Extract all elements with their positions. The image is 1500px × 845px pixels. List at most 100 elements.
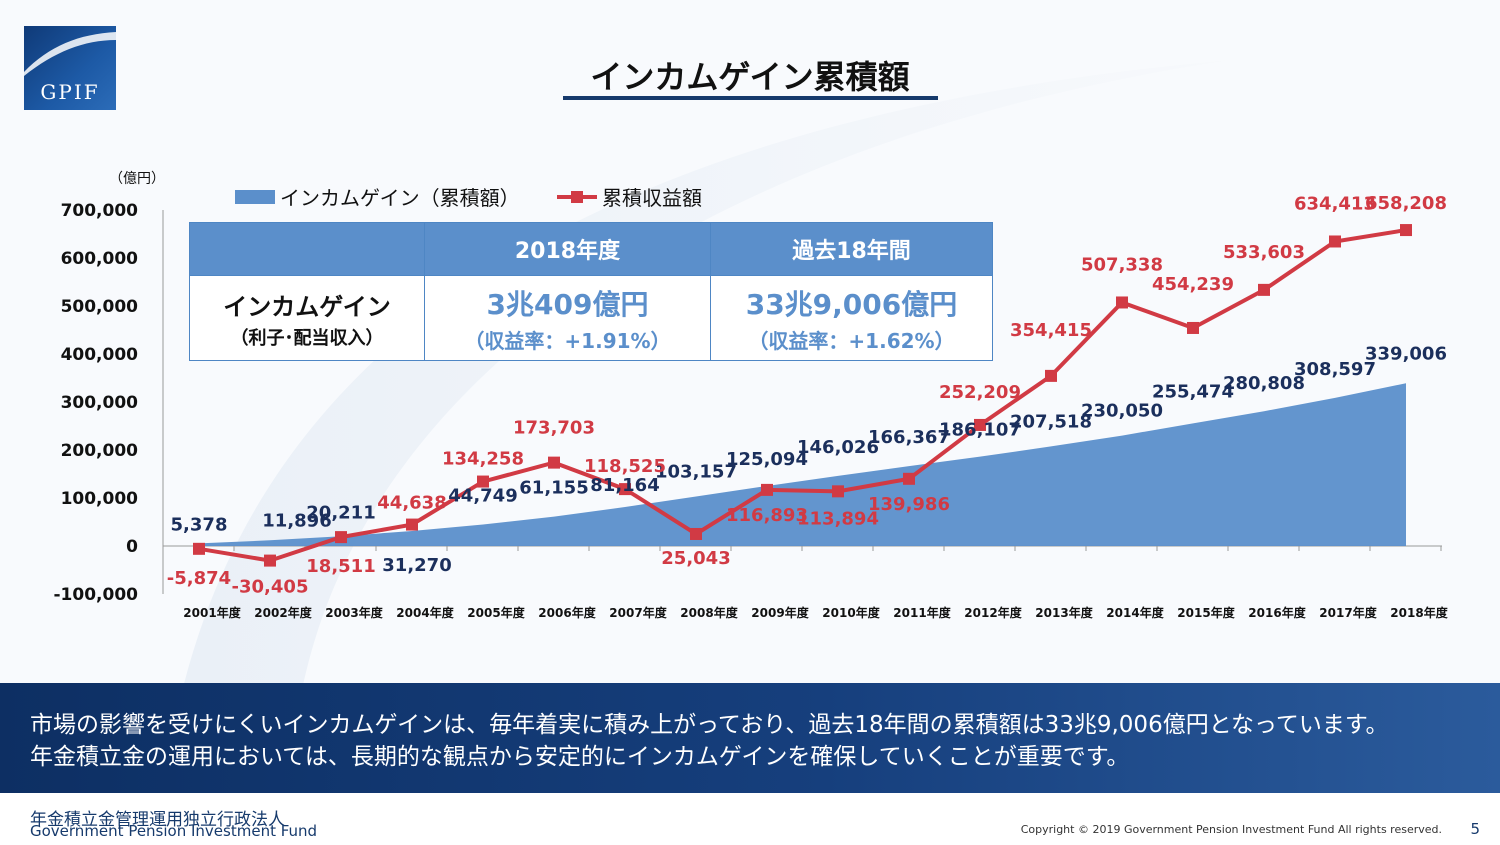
cumulative-return-data-label: 173,703: [513, 418, 595, 439]
income-gain-data-label: 31,270: [382, 555, 451, 576]
cumulative-return-data-label: 634,413: [1294, 193, 1376, 214]
y-tick-label: 500,000: [61, 297, 139, 317]
cumulative-return-data-label: 116,893: [726, 505, 808, 526]
income-gain-data-label: 146,026: [797, 437, 879, 458]
income-gain-data-label: 280,808: [1223, 373, 1305, 394]
cumulative-return-marker: [477, 475, 489, 488]
cumulative-return-data-label: 354,415: [1010, 320, 1092, 341]
y-axis-unit-label: （億円）: [109, 171, 165, 187]
cumulative-return-data-label: -5,874: [167, 568, 231, 589]
y-tick-label: -100,000: [54, 585, 139, 605]
gpif-logo: GPIF: [24, 26, 116, 110]
cumulative-return-marker: [832, 485, 844, 498]
x-tick-label: 2018年度: [1390, 605, 1448, 620]
x-tick-label: 2003年度: [325, 605, 383, 620]
cumulative-return-data-label: 113,894: [797, 508, 879, 529]
x-tick-label: 2009年度: [751, 605, 809, 620]
cumulative-return-marker: [1400, 224, 1412, 237]
legend-area-swatch: [235, 190, 275, 204]
cumulative-return-data-label: 533,603: [1223, 242, 1305, 263]
table-row: インカムゲイン （利子･配当収入） 3兆409億円 （収益率：+1.91%） 3…: [189, 275, 993, 361]
banner-line-2: 年金積立金の運用においては、長期的な観点から安定的にインカムゲインを確保していく…: [30, 744, 1130, 770]
cumulative-return-marker: [193, 542, 205, 555]
value-18years-amount: 33兆9,006億円: [745, 287, 958, 321]
cumulative-return-data-label: 25,043: [661, 548, 730, 569]
cumulative-return-data-label: 507,338: [1081, 254, 1163, 275]
cumulative-return-marker: [690, 527, 702, 540]
income-gain-area-series: [199, 383, 1406, 546]
income-gain-data-label: 5,378: [171, 514, 228, 535]
cumulative-return-data-label: 139,986: [868, 494, 950, 515]
x-tick-label: 2005年度: [467, 605, 525, 620]
page-number: 5: [1470, 820, 1480, 838]
cumulative-return-data-label: 454,239: [1152, 274, 1234, 295]
income-gain-data-label: 44,749: [448, 486, 517, 507]
row-label-main: インカムゲイン: [223, 292, 391, 321]
x-tick-label: 2013年度: [1035, 605, 1093, 620]
cumulative-return-data-label: -30,405: [232, 577, 309, 598]
organization-name-ja: 年金積立金管理運用独立行政法人: [30, 810, 285, 830]
income-gain-data-label: 186,107: [939, 420, 1021, 441]
cumulative-return-data-label: 252,209: [939, 382, 1021, 403]
cumulative-return-marker: [406, 518, 418, 531]
y-tick-label: 400,000: [61, 345, 139, 365]
table-header-row: 2018年度 過去18年間: [189, 222, 993, 276]
x-tick-label: 2012年度: [964, 605, 1022, 620]
legend-line-label: 累積収益額: [602, 186, 702, 210]
cumulative-return-marker: [761, 483, 773, 496]
income-gain-summary-table: 2018年度 過去18年間 インカムゲイン （利子･配当収入） 3兆409億円 …: [189, 222, 993, 361]
income-gain-data-label: 20,211: [306, 502, 375, 523]
legend-line-marker: [571, 191, 583, 203]
page-title: インカムゲイン累積額: [590, 58, 910, 96]
title-underline: [563, 96, 938, 100]
cumulative-return-marker: [903, 472, 915, 485]
message-banner: 市場の影響を受けにくいインカムゲインは、毎年着実に積み上がっており、過去18年間…: [0, 683, 1500, 793]
income-gain-data-label: 308,597: [1294, 359, 1376, 380]
cumulative-return-marker: [1187, 321, 1199, 334]
value-2018-rate: （収益率：+1.91%）: [464, 328, 671, 353]
x-tick-label: 2008年度: [680, 605, 738, 620]
value-2018-amount: 3兆409億円: [486, 287, 649, 321]
cumulative-return-marker: [1045, 369, 1057, 382]
row-label-sub: （利子･配当収入）: [230, 327, 384, 349]
banner-line-1: 市場の影響を受けにくいインカムゲインは、毎年着実に積み上がっており、過去18年間…: [30, 712, 1389, 738]
x-tick-label: 2014年度: [1106, 605, 1164, 620]
organization-name-en: Government Pension Investment Fund: [30, 822, 318, 840]
income-gain-data-label: 11,896: [262, 510, 331, 531]
cumulative-return-marker: [548, 456, 560, 469]
legend-area-label: インカムゲイン（累積額）: [280, 186, 520, 210]
cumulative-return-data-label: 44,638: [377, 493, 446, 514]
table-row-label: インカムゲイン （利子･配当収入）: [189, 275, 425, 361]
x-tick-label: 2002年度: [254, 605, 312, 620]
income-gain-data-label: 230,050: [1081, 401, 1163, 422]
income-gain-data-label: 103,157: [655, 461, 737, 482]
income-gain-data-label: 166,367: [868, 427, 950, 448]
income-gain-data-label: 125,094: [726, 449, 808, 470]
x-tick-label: 2016年度: [1248, 605, 1306, 620]
y-tick-label: 100,000: [61, 489, 139, 509]
x-tick-label: 2001年度: [183, 605, 241, 620]
copyright-text: Copyright © 2019 Government Pension Inve…: [1020, 823, 1442, 836]
x-tick-label: 2015年度: [1177, 605, 1235, 620]
y-tick-label: 200,000: [61, 441, 139, 461]
y-tick-label: 600,000: [61, 249, 139, 269]
cumulative-return-marker: [1329, 235, 1341, 248]
logo-text: GPIF: [40, 80, 100, 104]
table-header-2018: 2018年度: [424, 222, 711, 276]
x-tick-label: 2017年度: [1319, 605, 1377, 620]
cumulative-return-marker: [1258, 283, 1270, 296]
y-tick-label: 300,000: [61, 393, 139, 413]
cumulative-return-marker: [619, 483, 631, 496]
income-gain-chart: （億円） 700,000 600,000 500,000 400,000 300,000 2…: [54, 171, 1449, 620]
cumulative-return-marker: [335, 531, 347, 544]
cumulative-return-data-label: 118,525: [584, 456, 666, 477]
table-header-18years: 過去18年間: [710, 222, 993, 276]
income-gain-data-label: 255,474: [1152, 381, 1234, 402]
x-tick-label: 2011年度: [893, 605, 951, 620]
income-gain-data-label: 207,518: [1010, 411, 1092, 432]
cumulative-return-marker: [1116, 296, 1128, 309]
table-value-2018: 3兆409億円 （収益率：+1.91%）: [424, 275, 711, 361]
table-value-18years: 33兆9,006億円 （収益率：+1.62%）: [710, 275, 993, 361]
income-gain-data-label: 81,164: [590, 475, 659, 496]
x-tick-label: 2010年度: [822, 605, 880, 620]
